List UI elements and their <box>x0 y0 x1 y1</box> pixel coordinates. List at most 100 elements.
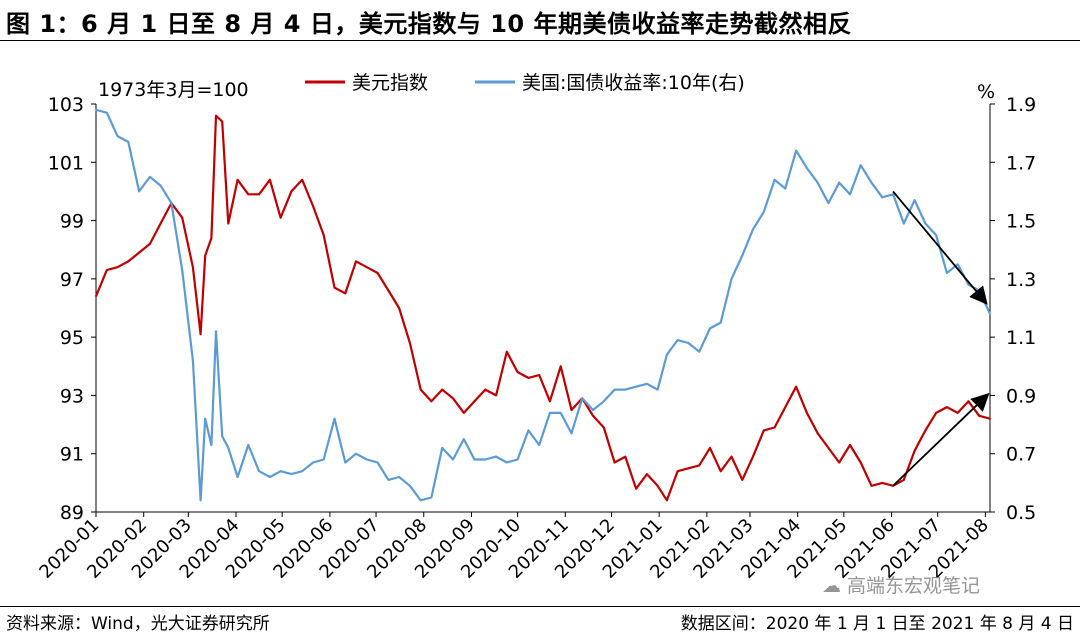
right-axis-unit: % <box>977 81 995 103</box>
right-tick-label: 1.9 <box>1006 94 1036 116</box>
data-point-yield <box>322 458 325 461</box>
data-point-yield <box>516 458 519 461</box>
data-point-dxy <box>149 243 151 245</box>
right-tick-label: 0.5 <box>1006 502 1036 524</box>
watermark-text: 高端东宏观笔记 <box>847 575 981 597</box>
data-point-yield <box>473 458 476 461</box>
data-point-dxy <box>344 292 347 295</box>
data-point-dxy <box>676 470 679 473</box>
data-point-yield <box>946 272 948 274</box>
data-point-yield <box>559 412 562 414</box>
data-point-yield <box>138 190 141 193</box>
data-point-dxy <box>624 455 627 458</box>
data-point-yield <box>312 461 314 464</box>
data-point-yield <box>95 108 97 111</box>
data-point-yield <box>741 254 744 257</box>
chart-canvas: 103 101 99 97 95 93 91 89 1.9 1.7 1.5 1.3 1.1 0.9 0.7 0… <box>35 72 1036 583</box>
left-tick-label: 99 <box>60 211 84 233</box>
data-point-dxy <box>946 406 948 408</box>
data-point-dxy <box>181 216 184 219</box>
figure-title: 图 1：6 月 1 日至 8 月 4 日，美元指数与 10 年期美债收益率走势截… <box>6 10 852 38</box>
data-point-dxy <box>989 417 991 420</box>
data-point-dxy <box>752 455 754 458</box>
data-point-yield <box>376 461 379 464</box>
data-point-dxy <box>827 447 830 449</box>
data-point-yield <box>484 458 487 461</box>
data-point-dxy <box>365 266 368 269</box>
data-point-dxy <box>441 388 444 391</box>
data-point-dxy <box>204 254 207 257</box>
data-point-dxy <box>462 412 465 414</box>
right-tick-label: 1.7 <box>1006 152 1036 174</box>
data-point-dxy <box>312 205 314 207</box>
data-point-yield <box>495 455 497 458</box>
data-point-dxy <box>602 426 605 429</box>
data-point-yield <box>859 164 862 167</box>
data-point-dxy <box>741 479 744 481</box>
data-point-dxy <box>549 400 551 403</box>
data-point-yield <box>656 388 659 391</box>
data-point-dxy <box>301 178 304 181</box>
data-point-yield <box>170 202 173 205</box>
data-point-yield <box>784 187 787 190</box>
data-point-dxy <box>666 499 668 502</box>
data-point-dxy <box>978 414 981 417</box>
data-point-yield <box>838 181 841 184</box>
data-point-yield <box>159 184 162 187</box>
data-point-yield <box>687 342 690 344</box>
data-point-dxy <box>538 374 541 376</box>
data-point-yield <box>719 321 722 324</box>
data-point-dxy <box>138 251 141 254</box>
data-point-yield <box>967 283 970 286</box>
data-point-dxy <box>592 414 594 417</box>
data-point-dxy <box>935 412 937 414</box>
data-point-yield <box>827 202 830 205</box>
data-point-yield <box>430 496 433 499</box>
data-point-yield <box>452 458 454 461</box>
data-point-yield <box>666 353 668 356</box>
data-point-dxy <box>924 429 927 432</box>
data-point-dxy <box>258 193 260 196</box>
left-tick-label: 97 <box>60 269 84 291</box>
data-point-yield <box>549 412 551 414</box>
data-point-dxy <box>322 234 325 237</box>
data-point-yield <box>398 476 400 478</box>
data-point-dxy <box>709 447 711 449</box>
trend-arrow-dxy <box>892 392 990 487</box>
data-point-yield <box>762 210 765 213</box>
data-range-note: 数据区间：2020 年 1 月 1 日至 2021 年 8 月 4 日 <box>680 614 1074 634</box>
data-point-dxy <box>221 120 224 123</box>
data-point-yield <box>247 444 250 446</box>
data-point-yield <box>236 476 239 478</box>
data-point-dxy <box>516 371 519 373</box>
data-point-dxy <box>559 365 562 368</box>
data-point-yield <box>344 461 347 464</box>
data-point-yield <box>409 484 411 487</box>
data-point-dxy <box>215 114 217 117</box>
data-point-dxy <box>613 461 616 464</box>
data-point-dxy <box>956 412 959 414</box>
data-point-yield <box>624 388 627 391</box>
data-point-dxy <box>484 388 487 391</box>
data-point-yield <box>892 193 894 196</box>
data-point-yield <box>698 350 701 353</box>
footer-rule <box>0 606 1080 607</box>
data-point-yield <box>210 444 213 446</box>
data-point-yield <box>215 330 217 333</box>
data-point-yield <box>581 397 584 400</box>
data-point-yield <box>221 435 224 438</box>
series-line-dxy <box>94 114 991 502</box>
data-point-dxy <box>279 216 282 219</box>
left-tick-label: 91 <box>60 444 84 466</box>
data-point-yield <box>204 417 207 420</box>
data-point-yield <box>816 181 819 184</box>
data-point-dxy <box>505 350 508 353</box>
data-point-dxy <box>570 409 573 411</box>
data-point-yield <box>527 429 530 432</box>
data-point-yield <box>462 438 465 440</box>
data-point-yield <box>978 289 981 292</box>
data-point-dxy <box>452 397 454 400</box>
data-point-dxy <box>105 269 108 271</box>
data-point-dxy <box>269 178 271 181</box>
data-point-yield <box>387 479 390 481</box>
